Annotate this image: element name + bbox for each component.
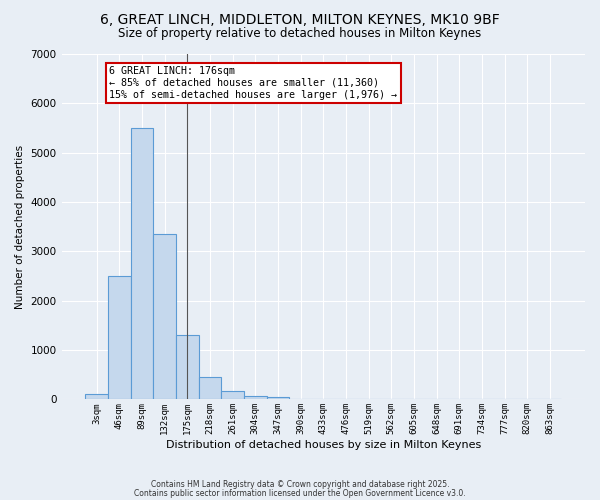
Text: 6 GREAT LINCH: 176sqm
← 85% of detached houses are smaller (11,360)
15% of semi-: 6 GREAT LINCH: 176sqm ← 85% of detached … [109, 66, 397, 100]
Bar [154, 234, 176, 400]
Bar [221, 391, 244, 400]
Bar [85, 394, 108, 400]
Text: Contains public sector information licensed under the Open Government Licence v3: Contains public sector information licen… [134, 488, 466, 498]
Text: 6, GREAT LINCH, MIDDLETON, MILTON KEYNES, MK10 9BF: 6, GREAT LINCH, MIDDLETON, MILTON KEYNES… [100, 12, 500, 26]
Bar [108, 276, 131, 400]
Bar [266, 397, 289, 400]
Text: Contains HM Land Registry data © Crown copyright and database right 2025.: Contains HM Land Registry data © Crown c… [151, 480, 449, 489]
X-axis label: Distribution of detached houses by size in Milton Keynes: Distribution of detached houses by size … [166, 440, 481, 450]
Bar [176, 336, 199, 400]
Text: Size of property relative to detached houses in Milton Keynes: Size of property relative to detached ho… [118, 28, 482, 40]
Bar [131, 128, 154, 400]
Y-axis label: Number of detached properties: Number of detached properties [15, 144, 25, 309]
Bar [199, 377, 221, 400]
Bar [244, 396, 266, 400]
